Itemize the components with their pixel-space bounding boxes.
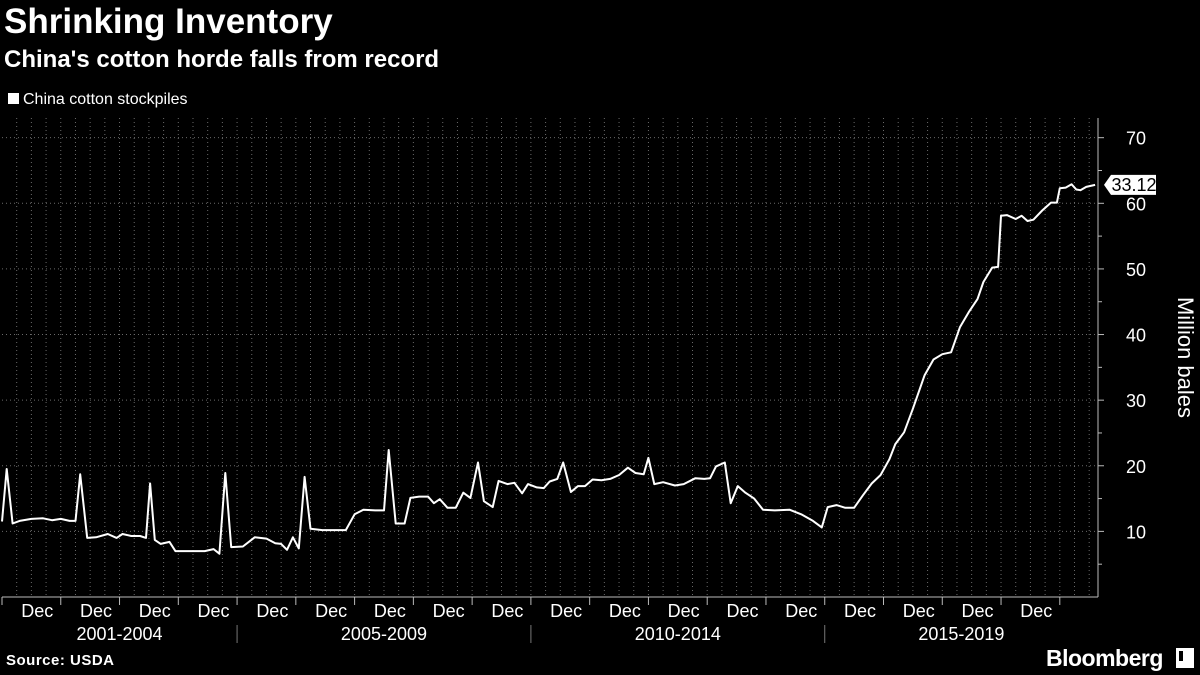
legend-swatch bbox=[8, 93, 19, 104]
end-value-badge bbox=[1104, 174, 1156, 195]
x-tick-label: Dec bbox=[491, 601, 523, 621]
brand-logo: Bloomberg bbox=[1046, 645, 1163, 671]
x-group-label: 2001-2004 bbox=[76, 624, 162, 644]
brand-mark-icon bbox=[1176, 648, 1194, 668]
chart-title: Shrinking Inventory bbox=[4, 2, 333, 41]
x-tick-label: Dec bbox=[198, 601, 230, 621]
x-tick-label: Dec bbox=[726, 601, 758, 621]
y-tick-label: 60 bbox=[1126, 194, 1146, 214]
y-tick-label: 30 bbox=[1126, 391, 1146, 411]
y-tick-label: 40 bbox=[1126, 326, 1146, 346]
x-group-label: 2015-2019 bbox=[918, 624, 1004, 644]
y-tick-label: 20 bbox=[1126, 457, 1146, 477]
x-tick-label: Dec bbox=[668, 601, 700, 621]
x-tick-label: Dec bbox=[433, 601, 465, 621]
x-tick-label: Dec bbox=[21, 601, 53, 621]
end-value-label: 33.12 bbox=[1111, 175, 1156, 195]
legend-label: China cotton stockpiles bbox=[23, 91, 188, 108]
x-tick-label: Dec bbox=[903, 601, 935, 621]
x-tick-label: Dec bbox=[139, 601, 171, 621]
x-tick-label: Dec bbox=[80, 601, 112, 621]
chart-subtitle: China's cotton horde falls from record bbox=[4, 46, 440, 73]
x-tick-label: Dec bbox=[1020, 601, 1052, 621]
y-tick-label: 50 bbox=[1126, 260, 1146, 280]
series-line bbox=[1, 183, 1096, 555]
legend: China cotton stockpiles bbox=[8, 90, 188, 110]
x-group-label: 2005-2009 bbox=[341, 624, 427, 644]
y-axis-label: Million bales bbox=[1173, 297, 1198, 418]
x-group-label: 2010-2014 bbox=[635, 624, 721, 644]
x-tick-label: Dec bbox=[844, 601, 876, 621]
x-tick-label: Dec bbox=[550, 601, 582, 621]
x-tick-label: Dec bbox=[374, 601, 406, 621]
source-note: Source: USDA bbox=[6, 652, 115, 669]
x-tick-label: Dec bbox=[962, 601, 994, 621]
y-tick-label: 10 bbox=[1126, 522, 1146, 542]
x-tick-label: Dec bbox=[256, 601, 288, 621]
x-tick-label: Dec bbox=[609, 601, 641, 621]
x-tick-label: Dec bbox=[315, 601, 347, 621]
x-tick-label: Dec bbox=[785, 601, 817, 621]
y-tick-label: 70 bbox=[1126, 129, 1146, 149]
